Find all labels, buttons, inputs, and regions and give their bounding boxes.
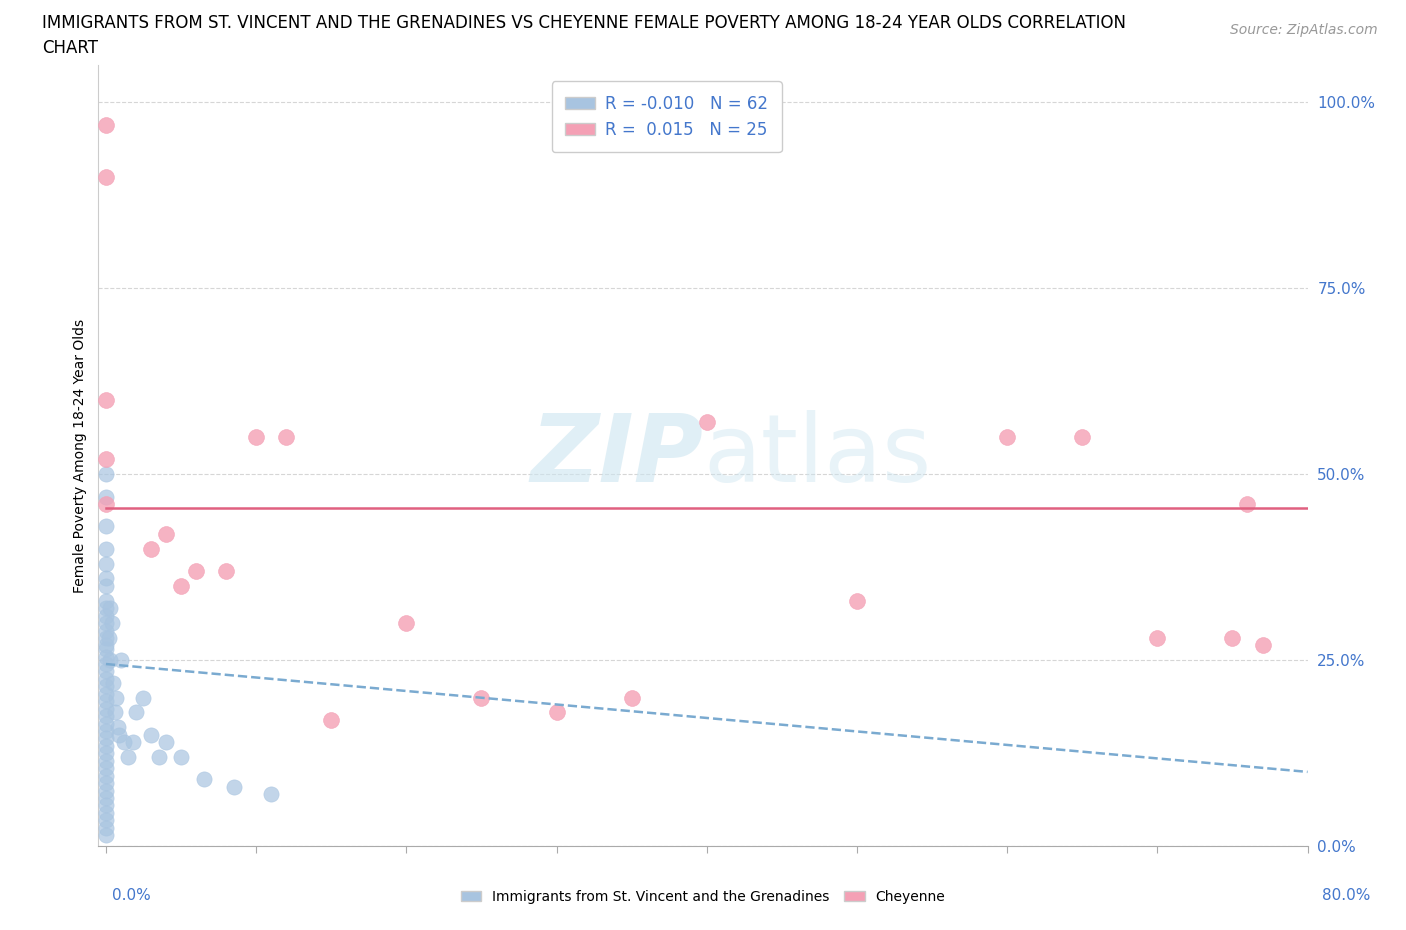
- Point: [100, 653, 122, 668]
- Point: [148, 750, 170, 764]
- Point: [155, 735, 177, 750]
- Point: [620, 690, 643, 705]
- Point: [94, 638, 117, 653]
- Point: [94, 783, 117, 798]
- Point: [94, 571, 117, 586]
- Point: [97, 631, 120, 645]
- Point: [94, 392, 117, 407]
- Legend: Immigrants from St. Vincent and the Grenadines, Cheyenne: Immigrants from St. Vincent and the Gren…: [456, 884, 950, 910]
- Point: [94, 820, 117, 835]
- Point: [94, 686, 117, 701]
- Point: [1222, 631, 1244, 645]
- Point: [104, 705, 127, 720]
- Point: [94, 519, 117, 534]
- Point: [94, 709, 117, 724]
- Point: [321, 712, 343, 727]
- Y-axis label: Female Poverty Among 18-24 Year Olds: Female Poverty Among 18-24 Year Olds: [73, 319, 87, 592]
- Point: [1146, 631, 1168, 645]
- Point: [94, 657, 117, 671]
- Point: [94, 497, 117, 512]
- Point: [94, 790, 117, 805]
- Point: [94, 671, 117, 686]
- Point: [125, 705, 148, 720]
- Point: [94, 701, 117, 716]
- Point: [94, 117, 117, 132]
- Point: [94, 631, 117, 645]
- Point: [101, 616, 124, 631]
- Point: [170, 750, 193, 764]
- Point: [395, 616, 418, 631]
- Point: [260, 787, 283, 802]
- Point: [105, 690, 128, 705]
- Point: [155, 526, 177, 541]
- Point: [94, 467, 117, 482]
- Point: [112, 735, 135, 750]
- Point: [110, 653, 132, 668]
- Text: Source: ZipAtlas.com: Source: ZipAtlas.com: [1230, 23, 1378, 37]
- Point: [94, 541, 117, 556]
- Point: [94, 761, 117, 776]
- Point: [94, 679, 117, 694]
- Point: [94, 716, 117, 731]
- Point: [696, 415, 718, 430]
- Point: [94, 169, 117, 184]
- Point: [94, 578, 117, 593]
- Point: [107, 720, 129, 735]
- Point: [94, 731, 117, 746]
- Point: [215, 564, 238, 578]
- Point: [184, 564, 207, 578]
- Point: [94, 608, 117, 623]
- Point: [94, 601, 117, 616]
- Point: [94, 798, 117, 813]
- Point: [94, 828, 117, 843]
- Point: [94, 593, 117, 608]
- Point: [94, 776, 117, 790]
- Point: [94, 813, 117, 828]
- Point: [103, 675, 125, 690]
- Point: [132, 690, 155, 705]
- Point: [94, 753, 117, 768]
- Point: [94, 724, 117, 738]
- Point: [122, 735, 145, 750]
- Point: [94, 649, 117, 664]
- Point: [1071, 430, 1094, 445]
- Text: 80.0%: 80.0%: [1323, 888, 1371, 903]
- Point: [94, 694, 117, 709]
- Point: [94, 489, 117, 504]
- Point: [193, 772, 215, 787]
- Point: [139, 541, 162, 556]
- Point: [94, 746, 117, 761]
- Point: [245, 430, 267, 445]
- Point: [139, 727, 162, 742]
- Point: [94, 642, 117, 657]
- Point: [170, 578, 193, 593]
- Text: atlas: atlas: [703, 410, 931, 501]
- Point: [94, 738, 117, 753]
- Point: [94, 768, 117, 783]
- Text: 0.0%: 0.0%: [112, 888, 152, 903]
- Point: [100, 601, 122, 616]
- Text: IMMIGRANTS FROM ST. VINCENT AND THE GRENADINES VS CHEYENNE FEMALE POVERTY AMONG : IMMIGRANTS FROM ST. VINCENT AND THE GREN…: [42, 14, 1126, 32]
- Point: [995, 430, 1018, 445]
- Point: [94, 452, 117, 467]
- Point: [94, 805, 117, 820]
- Legend: R = -0.010   N = 62, R =  0.015   N = 25: R = -0.010 N = 62, R = 0.015 N = 25: [553, 81, 782, 153]
- Point: [546, 705, 568, 720]
- Point: [94, 623, 117, 638]
- Point: [276, 430, 298, 445]
- Point: [117, 750, 139, 764]
- Point: [94, 664, 117, 679]
- Point: [846, 593, 869, 608]
- Point: [94, 556, 117, 571]
- Point: [222, 779, 245, 794]
- Point: [1236, 497, 1258, 512]
- Text: CHART: CHART: [42, 39, 98, 57]
- Point: [470, 690, 492, 705]
- Point: [1251, 638, 1274, 653]
- Text: ZIP: ZIP: [530, 410, 703, 501]
- Point: [108, 727, 131, 742]
- Point: [94, 616, 117, 631]
